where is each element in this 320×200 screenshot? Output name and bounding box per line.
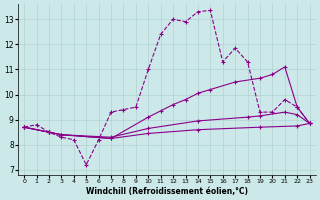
X-axis label: Windchill (Refroidissement éolien,°C): Windchill (Refroidissement éolien,°C) — [86, 187, 248, 196]
